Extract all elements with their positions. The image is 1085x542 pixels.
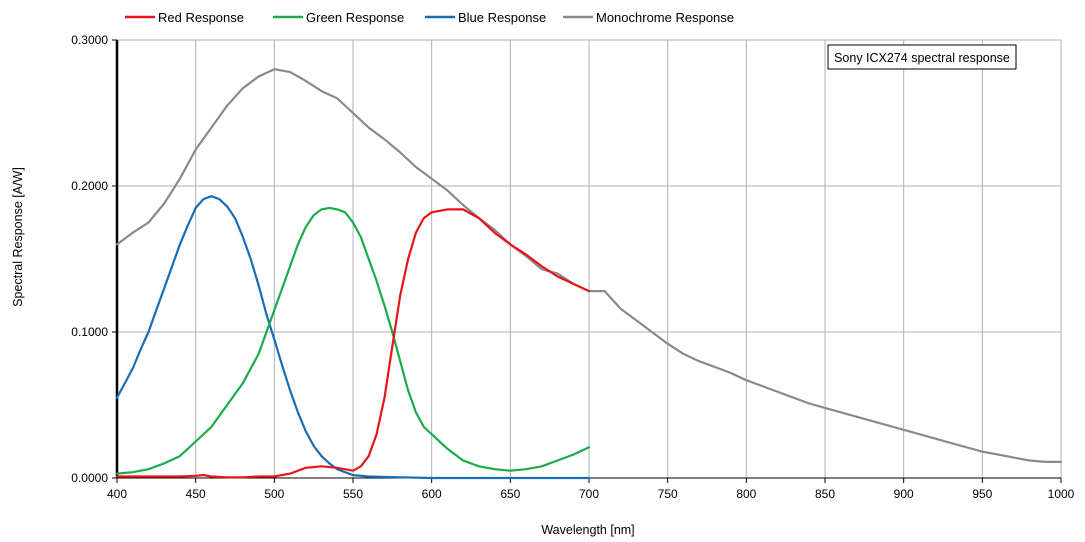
annotation-box: Sony ICX274 spectral response	[827, 44, 1017, 70]
x-tick-label: 850	[815, 487, 835, 501]
x-tick-label: 450	[186, 487, 206, 501]
x-tick-label: 750	[658, 487, 678, 501]
y-tick-label: 0.1000	[71, 325, 108, 339]
x-tick-label: 400	[107, 487, 127, 501]
y-tick-label: 0.0000	[71, 471, 108, 485]
x-tick-label: 550	[343, 487, 363, 501]
y-tick-label: 0.3000	[71, 33, 108, 47]
x-tick-label: 900	[894, 487, 914, 501]
x-tick-label: 500	[264, 487, 284, 501]
series-line-red-response	[115, 208, 591, 479]
series-line-green-response	[115, 206, 591, 475]
legend-label: Blue Response	[458, 10, 546, 25]
x-axis-title: Wavelength [nm]	[541, 523, 634, 537]
x-tick-label: 950	[972, 487, 992, 501]
legend: Red Response Green Response Blue Response M…	[125, 10, 734, 25]
x-tick-label: 800	[736, 487, 756, 501]
y-tick-label: 0.2000	[71, 179, 108, 193]
annotation-text: Sony ICX274 spectral response	[834, 51, 1010, 65]
x-tick-label: 650	[500, 487, 520, 501]
legend-label: Red Response	[158, 10, 244, 25]
annotation-frame	[827, 44, 1017, 70]
legend-label: Monochrome Response	[596, 10, 734, 25]
x-tick-label: 700	[579, 487, 599, 501]
grid-lines	[117, 39, 1062, 478]
legend-label: Green Response	[306, 10, 404, 25]
x-tick-label: 600	[422, 487, 442, 501]
series-layer	[115, 68, 1063, 480]
y-axis-title: Spectral Response [A/W]	[11, 167, 25, 307]
x-tick-label: 1000	[1048, 487, 1075, 501]
series-line-blue-response	[115, 195, 591, 480]
axes: 400 450 500 550 600 650 700 750 800 850 900 950 1000…	[71, 33, 1074, 501]
